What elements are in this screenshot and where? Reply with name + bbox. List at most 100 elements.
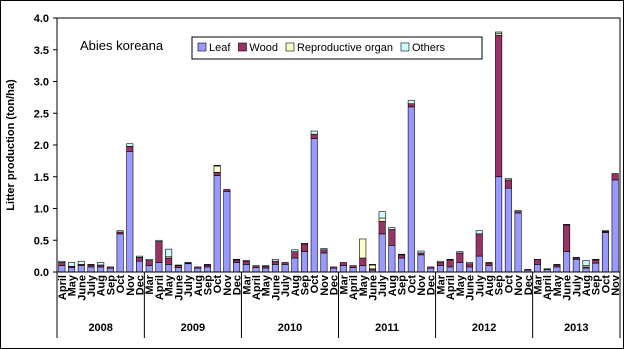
bar-segment [174,267,182,273]
legend-label: Others [412,42,446,54]
x-tick-label: April [251,275,263,300]
x-tick-label: Oct [309,275,321,294]
bar-segment [359,238,367,259]
bar-segment [427,266,435,269]
bar-segment [524,269,532,271]
x-tick-label: April [154,275,166,300]
bar-segment [553,266,561,273]
x-tick-label: Aug [193,275,205,296]
x-tick-label: Aug [290,275,302,296]
bar-segment [97,262,105,266]
bar-segment [330,266,338,269]
bar-segment [165,257,173,265]
bar-segment [495,34,503,178]
bar-segment [330,267,338,273]
bar-segment [155,241,163,263]
bar-segment [466,263,474,268]
bar-segment [339,262,347,266]
bar-segment [165,248,173,258]
bar-segment [242,260,250,265]
bar-segment [485,262,493,264]
bar-segment [165,264,173,273]
bar-segment [155,239,163,242]
x-tick-label: July [280,274,292,297]
x-tick-label: Sep [300,275,312,295]
y-tick-label: 1.0 [34,204,49,216]
bar-segment [233,258,241,261]
x-tick-label: Nov [222,274,234,296]
bar-segment [572,258,580,273]
bar-segment [359,265,367,273]
bar-segment [136,260,144,273]
bar-segment [77,260,85,265]
bar-segment [601,232,609,273]
x-tick-label: Sep [591,275,603,295]
bar-segment [281,262,289,265]
bar-segment [68,262,76,267]
x-tick-label: Nov [416,274,428,296]
x-tick-label: June [465,275,477,301]
bar-segment [320,249,328,254]
bar-segment [495,31,503,34]
x-tick-label: July [474,274,486,297]
bar-segment [436,265,444,273]
group-label: 2011 [375,322,399,334]
x-tick-label: May [552,274,564,296]
bar-segment [106,266,114,269]
bar-segment [145,265,153,273]
bar-segment [339,265,347,273]
bar-segment [475,230,483,235]
bar-segment [301,243,309,245]
bar-segment [504,179,512,189]
x-tick-label: Aug [96,275,108,296]
x-tick-label: Dec [329,275,341,295]
group-label: 2010 [278,322,302,334]
bar-segment [252,265,260,268]
bar-segment [436,262,444,266]
x-tick-label: July [86,274,98,297]
group-label: 2013 [564,322,588,334]
y-tick-label: 0.5 [34,235,49,247]
bar-segment [310,133,318,139]
legend-swatch [197,42,207,52]
bar-segment [504,178,512,181]
bar-segment [398,254,406,259]
x-tick-label: Aug [484,275,496,296]
bar-segment [475,255,483,273]
bar-segment [87,266,95,273]
group-label: 2012 [472,322,496,334]
y-tick-label: 2.5 [34,108,49,120]
bar-segment [368,264,376,270]
x-tick-label: Aug [581,275,593,296]
x-tick-label: Dec [232,275,244,295]
bar-segment [291,251,299,259]
bar-segment [475,233,483,257]
legend-swatch [400,42,410,52]
bar-segment [58,265,66,273]
bar-segment [310,138,318,273]
x-tick-label: Nov [513,274,525,296]
bar-segment [145,258,153,261]
bar-segment [155,262,163,273]
bar-segment [213,165,221,173]
legend-label: Leaf [209,42,231,54]
group-label: 2009 [181,322,205,334]
bar-segment [184,263,192,273]
bar-segment [203,266,211,273]
bar-segment [359,257,367,266]
x-tick-label: June [270,275,282,301]
bar-segment [592,262,600,273]
bar-segment [427,267,435,273]
x-tick-label: Oct [406,275,418,294]
bar-segment [485,265,493,273]
bar-segment [495,176,503,273]
bar-segment [592,259,600,264]
bar-segment [301,243,309,252]
legend-box [191,36,483,60]
bar-segment [582,260,590,266]
x-tick-label: Mar [241,274,253,294]
bar-segment [262,267,270,273]
bar-segment [417,250,425,254]
bar-segment [407,100,415,105]
x-tick-label: Nov [125,274,137,296]
